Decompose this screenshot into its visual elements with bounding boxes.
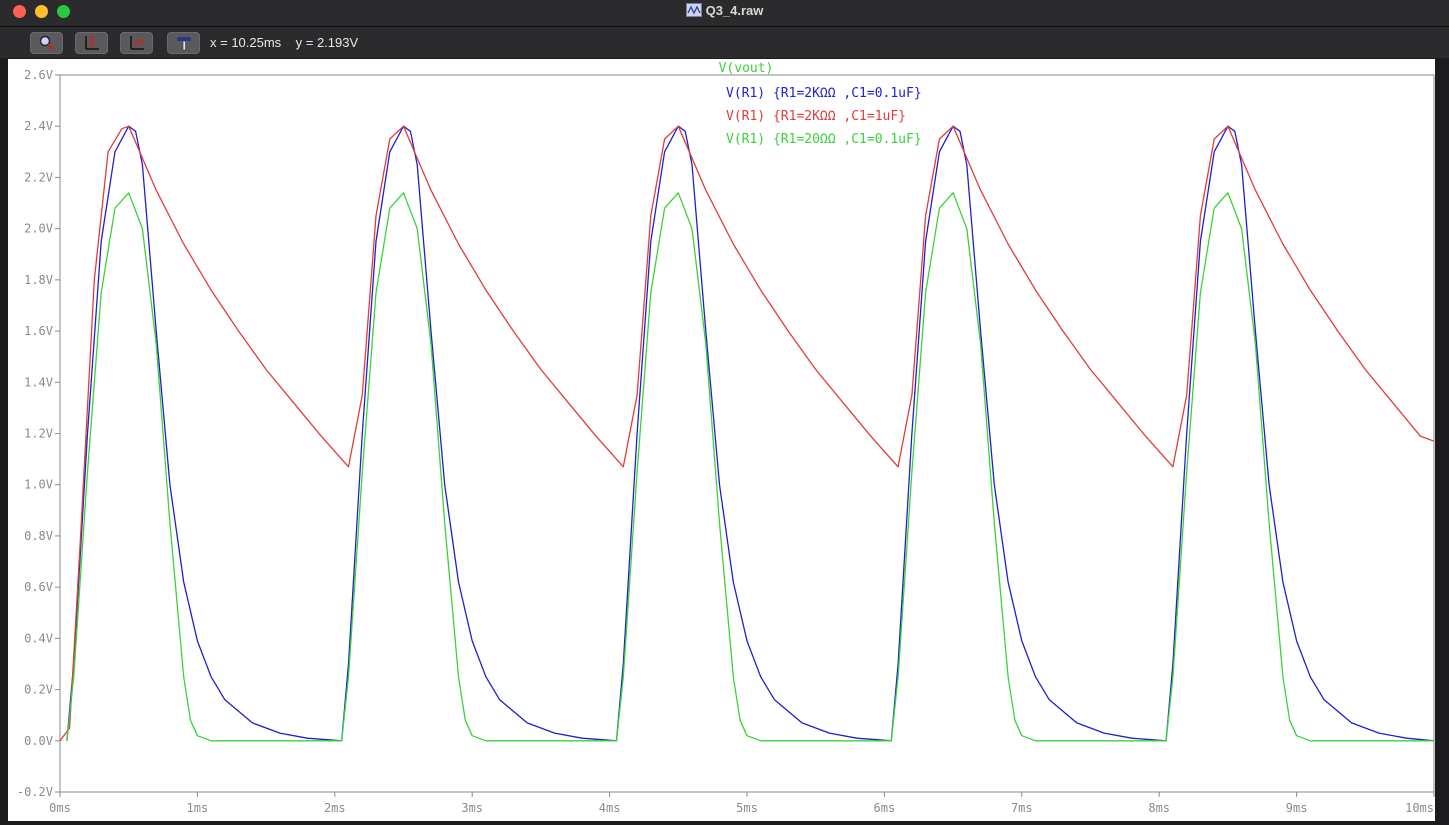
x-tick-label: 2ms (324, 801, 346, 815)
y-tick-label: 1.8V (24, 273, 53, 287)
autorange-axes-icon (85, 36, 99, 50)
maximize-window-button[interactable] (57, 5, 70, 18)
cursor-y-readout: y = 2.193V (295, 35, 359, 50)
zoom-magnifier-icon (39, 35, 54, 51)
y-tick-label: 0.4V (24, 631, 53, 645)
x-tick-label: 9ms (1286, 801, 1308, 815)
hammer-icon (177, 37, 191, 51)
x-tick-label: 5ms (736, 801, 758, 815)
close-window-button[interactable] (13, 5, 26, 18)
x-tick-label: 1ms (187, 801, 209, 815)
minimize-window-button[interactable] (35, 5, 48, 18)
y-tick-label: 0.6V (24, 580, 53, 594)
chart-title[interactable]: V(vout) (719, 61, 774, 76)
window-title-container: Q3_4.raw (0, 3, 1449, 18)
zoom-back-icon (130, 36, 145, 50)
series-line-2[interactable] (59, 125, 1435, 742)
plot-frame (59, 74, 1435, 793)
window-title: Q3_4.raw (705, 3, 764, 18)
y-tick-label: 1.4V (24, 375, 53, 389)
plot-toolbar: x = 10.25ms y = 2.193V (0, 27, 1449, 58)
y-tick-label: 1.2V (24, 427, 53, 441)
x-tick-label: 6ms (874, 801, 896, 815)
x-tick-label: 4ms (599, 801, 621, 815)
y-tick-label: -0.2V (17, 785, 53, 799)
y-tick-label: 2.0V (24, 222, 53, 236)
zoom-area-button[interactable] (30, 32, 63, 54)
waveform-chart[interactable]: 2.6V 2.4V 2.2V 2.0V 1.8V 1.6V 1.4V 1.2V 1.0V 0.8V… (8, 59, 1435, 821)
pan-button[interactable] (167, 32, 200, 54)
y-tick-label: 0.8V (24, 529, 53, 543)
y-tick-label: 2.6V (24, 68, 53, 82)
zoom-back-button[interactable] (120, 32, 153, 54)
x-tick-label: 7ms (1011, 801, 1033, 815)
x-tick-label: 10ms (1405, 801, 1434, 815)
legend-entry-2[interactable]: V(R1) {R1=2KΩΩ ,C1=1uF} (726, 109, 906, 124)
cursor-readout: x = 10.25ms y = 2.193V (210, 35, 358, 50)
autorange-button[interactable] (75, 32, 108, 54)
window-titlebar: Q3_4.raw (0, 0, 1449, 27)
series-line-3[interactable] (66, 192, 1434, 742)
y-tick-label: 1.6V (24, 324, 53, 338)
y-tick-label: 0.0V (24, 734, 53, 748)
cursor-x-readout: x = 10.25ms (210, 35, 282, 50)
y-tick-label: 2.2V (24, 170, 53, 184)
y-tick-label: 1.0V (24, 478, 53, 492)
legend-entry-3[interactable]: V(R1) {R1=20ΩΩ ,C1=0.1uF} (726, 132, 922, 147)
waveform-plot-pane[interactable]: 2.6V 2.4V 2.2V 2.0V 1.8V 1.6V 1.4V 1.2V 1.0V 0.8V… (8, 59, 1435, 821)
y-tick-label: 2.4V (24, 119, 53, 133)
x-tick-label: 3ms (461, 801, 483, 815)
y-tick-label: 0.2V (24, 683, 53, 697)
x-tick-label: 8ms (1148, 801, 1170, 815)
waveform-file-icon (685, 3, 702, 17)
x-tick-label: 0ms (49, 801, 71, 815)
legend-entry-1[interactable]: V(R1) {R1=2KΩΩ ,C1=0.1uF} (726, 86, 922, 101)
series-line-1[interactable] (66, 125, 1435, 742)
